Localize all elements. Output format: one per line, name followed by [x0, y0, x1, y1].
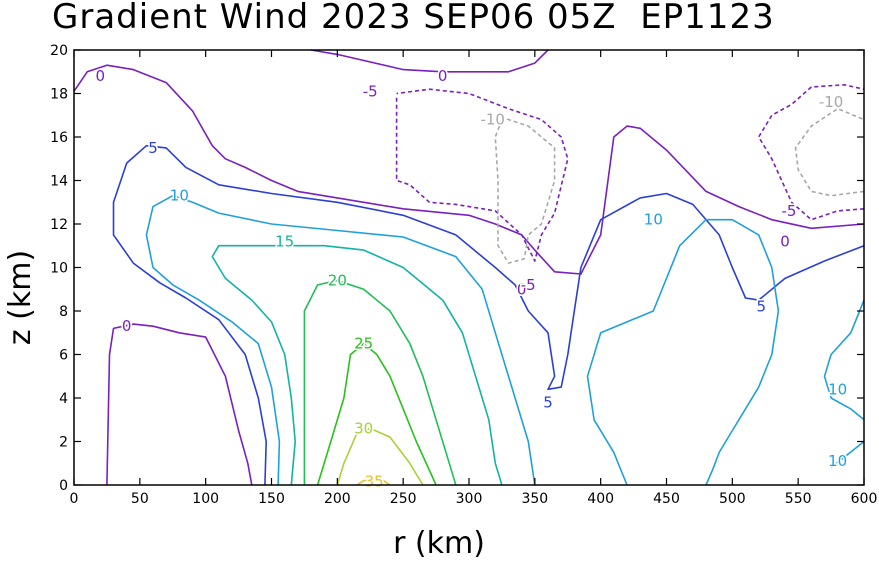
x-tick-label: 550: [785, 491, 812, 507]
contour-line--5: [395, 88, 569, 262]
contour-line-0: [73, 64, 865, 275]
contour-line-10: [830, 440, 865, 469]
contour-line--10: [794, 107, 865, 197]
y-tick-label: 10: [50, 261, 68, 277]
contour-label: 15: [275, 232, 294, 250]
chart-title: Gradient Wind 2023 SEP06 05Z EP1123: [52, 0, 775, 37]
x-tick-label: 50: [131, 491, 149, 507]
y-tick-label: 6: [59, 348, 68, 364]
contour-label: 0: [122, 317, 132, 335]
contour-label: -5: [781, 202, 796, 220]
y-tick-label: 20: [50, 43, 68, 59]
contour-line--5: [757, 84, 865, 221]
contour-line-15: [211, 244, 503, 486]
contour-line-10: [586, 218, 780, 486]
y-axis-label: z (km): [3, 250, 38, 345]
y-tick-label: 14: [50, 174, 68, 190]
x-axis-ticks: 0 50 100 150 200 250 300 350 400 450 500 550 600: [70, 50, 878, 507]
x-tick-label: 0: [70, 491, 79, 507]
contour-lines: [73, 49, 865, 486]
contour-label: 10: [828, 380, 847, 398]
plot-frame: [73, 49, 865, 486]
contour-label: -10: [480, 111, 505, 129]
x-tick-label: 350: [521, 491, 548, 507]
contour-label: 10: [170, 187, 189, 205]
y-tick-label: 0: [59, 478, 68, 494]
x-tick-label: 150: [258, 491, 285, 507]
contour-label: 20: [328, 272, 347, 290]
contour-label: 0: [438, 67, 448, 85]
contour-line-10: [823, 299, 865, 421]
x-tick-label: 100: [192, 491, 219, 507]
y-tick-label: 8: [59, 304, 68, 320]
contour-label: 0: [780, 232, 790, 250]
contour-label: 5: [148, 139, 158, 157]
contour-line-5: [112, 144, 865, 486]
x-tick-label: 250: [390, 491, 417, 507]
contour-line-20: [303, 279, 457, 486]
y-tick-label: 4: [59, 391, 68, 407]
contour-label: -10: [819, 93, 844, 111]
x-tick-label: 500: [719, 491, 746, 507]
contour-line--10: [494, 116, 556, 264]
x-tick-label: 450: [653, 491, 680, 507]
contour-label: 30: [354, 419, 373, 437]
contour-label: 10: [828, 452, 847, 470]
contour-line-25: [316, 342, 437, 486]
y-tick-label: 2: [59, 435, 68, 451]
contour-label: -5: [521, 276, 536, 294]
y-axis-ticks: 0 2 4 6 8 10 12 14 16 18 20: [50, 43, 864, 494]
contour-label: -5: [363, 82, 378, 100]
x-axis-label: r (km): [393, 526, 485, 561]
y-tick-label: 12: [50, 217, 68, 233]
contour-label: 5: [757, 298, 767, 316]
x-tick-label: 300: [456, 491, 483, 507]
x-tick-label: 400: [587, 491, 614, 507]
contour-line-0: [106, 323, 253, 486]
contour-line-30: [336, 427, 424, 486]
contour-label: 5: [543, 393, 553, 411]
contour-label: 0: [517, 280, 527, 298]
contour-line-10: [145, 194, 536, 486]
y-tick-label: 16: [50, 130, 68, 146]
contour-label: 35: [365, 473, 384, 491]
contour-label: 10: [644, 211, 663, 229]
contour-line-35: [356, 479, 391, 486]
y-tick-label: 18: [50, 87, 68, 103]
x-tick-label: 600: [851, 491, 878, 507]
contour-label: 0: [96, 67, 106, 85]
contour-label: 25: [354, 335, 373, 353]
contour-line-0: [310, 49, 549, 73]
x-tick-label: 200: [324, 491, 351, 507]
